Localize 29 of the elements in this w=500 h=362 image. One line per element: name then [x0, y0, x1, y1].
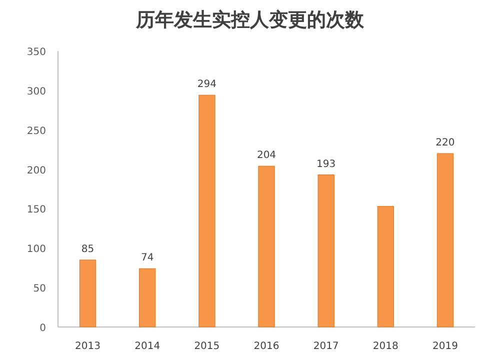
bar: [377, 206, 394, 328]
data-label: 220: [436, 138, 455, 149]
y-tick-label: 300: [26, 86, 46, 98]
y-tick-label: 150: [26, 204, 46, 216]
bar: [436, 153, 454, 328]
y-tick-label: 200: [26, 165, 46, 176]
bar: [258, 166, 275, 328]
y-tick-label: 50: [33, 284, 46, 295]
x-tick-label: 2017: [313, 341, 339, 352]
chart-title: 历年发生实控人变更的次数: [135, 9, 365, 31]
bar: [198, 94, 216, 328]
y-tick-label: 0: [40, 323, 46, 334]
x-tick-label: 2015: [194, 341, 220, 352]
data-label: 85: [81, 244, 94, 255]
x-tick-label: 2016: [254, 341, 280, 352]
data-label: 74: [140, 252, 154, 264]
y-tick-label: 350: [26, 47, 46, 58]
x-tick-label: 2014: [134, 341, 160, 352]
bar: [318, 174, 334, 328]
data-label: 204: [256, 150, 276, 162]
data-label: 294: [197, 79, 216, 90]
data-label: 193: [316, 158, 336, 170]
y-tick-label: 100: [26, 244, 46, 256]
x-tick-label: 2013: [75, 341, 101, 352]
x-tick-label: 2019: [432, 341, 458, 352]
bar: [79, 260, 96, 328]
bar: [139, 268, 156, 328]
y-tick-label: 250: [26, 126, 46, 137]
x-tick-label: 2018: [372, 341, 398, 352]
